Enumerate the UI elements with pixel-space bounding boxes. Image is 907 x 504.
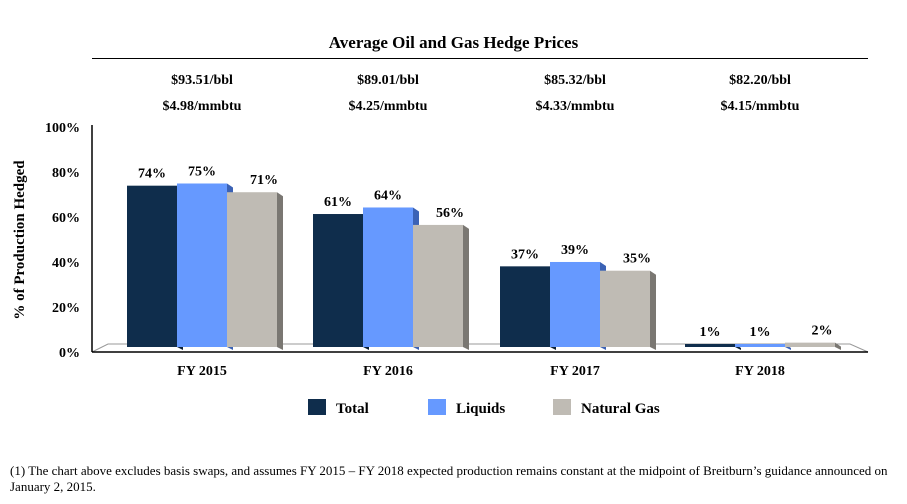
title-underline [92, 58, 868, 59]
bar-total [500, 266, 550, 347]
gas-price: $4.25/mmbtu [348, 99, 428, 114]
bar-liquids [177, 183, 227, 347]
legend-label: Liquids [456, 401, 505, 417]
legend-swatch-1 [428, 399, 446, 415]
y-tick-label: 100% [45, 121, 80, 136]
bar-natural-gas [413, 224, 463, 347]
data-label: 75% [188, 165, 216, 180]
bar-side [277, 192, 283, 350]
legend-label: Total [336, 401, 369, 417]
y-tick-label: 80% [52, 166, 80, 181]
data-label: 61% [324, 195, 352, 210]
hedge-price-fy-2018: $82.20/bbl $4.15/mmbtu [680, 68, 840, 120]
x-tick-label: FY 2017 [550, 364, 600, 379]
oil-price: $85.32/bbl [544, 73, 606, 88]
gas-price: $4.98/mmbtu [162, 99, 242, 114]
hedge-price-fy-2016: $89.01/bbl $4.25/mmbtu [308, 68, 468, 120]
y-tick-label: 0% [59, 346, 80, 361]
y-tick-label: 20% [52, 301, 80, 316]
x-tick-label: FY 2018 [735, 364, 785, 379]
hedge-price-fy-2015: $93.51/bbl $4.98/mmbtu [122, 68, 282, 120]
gas-price: $4.33/mmbtu [535, 99, 615, 114]
legend-swatch-2 [553, 399, 571, 415]
data-label: 56% [436, 206, 464, 221]
oil-price: $93.51/bbl [171, 73, 233, 88]
bar-liquids [735, 344, 785, 347]
data-label: 74% [138, 167, 166, 182]
hedge-price-fy-2017: $85.32/bbl $4.33/mmbtu [495, 68, 655, 120]
bar-natural-gas [785, 342, 835, 347]
x-tick-label: FY 2015 [177, 364, 227, 379]
footnote: (1) The chart above excludes basis swaps… [10, 463, 888, 494]
legend-label: Natural Gas [581, 401, 660, 417]
bar-natural-gas [227, 192, 277, 347]
bar-total [685, 344, 735, 347]
bar-side [463, 224, 469, 350]
data-label: 71% [250, 173, 278, 188]
bar-total [313, 214, 363, 347]
bar-total [127, 185, 177, 347]
bar-liquids [363, 207, 413, 347]
data-label: 64% [374, 188, 402, 203]
y-tick-label: 60% [52, 211, 80, 226]
oil-price: $89.01/bbl [357, 73, 419, 88]
y-axis-label: % of Production Hedged [12, 160, 28, 320]
data-label: 2% [812, 324, 833, 339]
bar-natural-gas [600, 270, 650, 347]
data-label: 35% [623, 252, 651, 267]
bar-liquids [550, 261, 600, 347]
chart-title: Average Oil and Gas Hedge Prices [328, 33, 579, 52]
data-label: 39% [561, 243, 589, 258]
oil-price: $82.20/bbl [729, 73, 791, 88]
data-label: 1% [750, 325, 771, 340]
y-tick-label: 40% [52, 256, 80, 271]
bar-side [650, 270, 656, 350]
x-tick-label: FY 2016 [363, 364, 413, 379]
legend-swatch-0 [308, 399, 326, 415]
bar-side [835, 342, 841, 350]
data-label: 1% [700, 325, 721, 340]
gas-price: $4.15/mmbtu [720, 99, 800, 114]
data-label: 37% [511, 247, 539, 262]
